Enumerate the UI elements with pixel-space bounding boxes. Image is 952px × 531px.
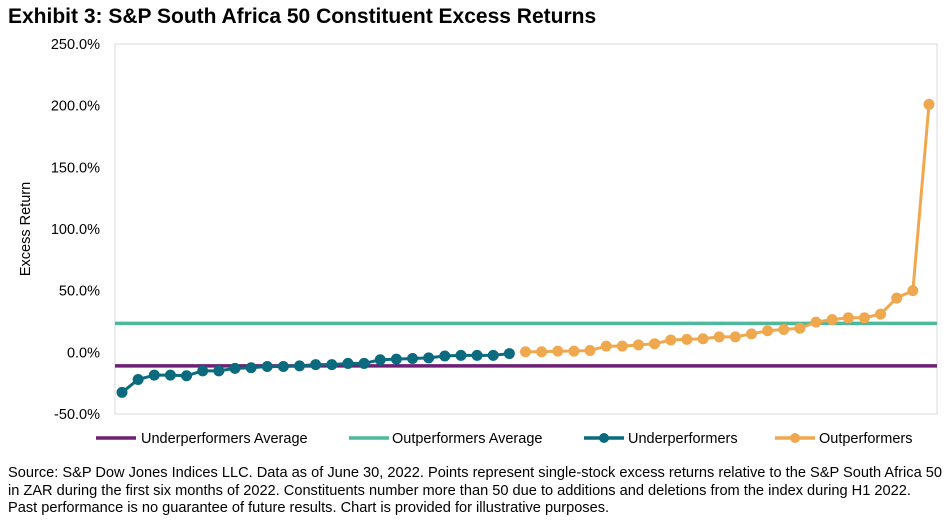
outperformers-point bbox=[584, 344, 596, 356]
legend-label: Underperformers bbox=[628, 431, 738, 447]
underperformers-point bbox=[148, 369, 160, 381]
underperformers-point bbox=[374, 354, 386, 366]
y-tick-label: 0.0% bbox=[67, 345, 100, 361]
underperformers-point bbox=[390, 353, 402, 365]
underperformers-point bbox=[181, 370, 193, 382]
outperformers-point bbox=[552, 345, 564, 357]
legend-outperformers: Outperformers bbox=[775, 431, 912, 447]
underperformers-point bbox=[213, 365, 225, 377]
outperformers-point bbox=[520, 346, 531, 358]
underperformers-point bbox=[310, 359, 322, 371]
underperformers-point bbox=[245, 362, 257, 374]
underperformers-point bbox=[229, 362, 241, 374]
outperformers-point bbox=[649, 338, 661, 350]
outperformers-point bbox=[697, 333, 709, 345]
outperformers-point bbox=[891, 292, 903, 304]
underperformers-point bbox=[407, 353, 419, 364]
underperformers-point bbox=[358, 357, 370, 369]
legend-label: Underperformers Average bbox=[141, 431, 308, 447]
legend-label: Outperformers bbox=[819, 431, 912, 447]
underperformers-point bbox=[326, 359, 338, 371]
underperformers-point bbox=[455, 349, 467, 361]
outperformers-point bbox=[665, 334, 677, 346]
outperformers-point bbox=[600, 340, 612, 352]
underperformers-point bbox=[294, 360, 306, 372]
underperformers-point bbox=[423, 352, 435, 364]
legend-underperformers: Underperformers bbox=[584, 431, 738, 447]
legend-marker bbox=[790, 433, 800, 443]
outperformers-point bbox=[794, 322, 806, 334]
outperformers-point bbox=[923, 98, 935, 110]
outperformers-point bbox=[536, 346, 548, 358]
legend-label: Outperformers Average bbox=[392, 431, 542, 447]
underperformers-point bbox=[342, 357, 354, 369]
chart-title: Exhibit 3: S&P South Africa 50 Constitue… bbox=[8, 5, 597, 28]
underperformers-point bbox=[471, 349, 483, 361]
underperformers-point bbox=[487, 349, 499, 361]
outperformers-point bbox=[875, 308, 887, 320]
legend-underperformers-average: Underperformers Average bbox=[96, 431, 308, 447]
underperformers-point bbox=[132, 373, 144, 385]
outperformers-point bbox=[778, 324, 790, 336]
legend-marker bbox=[599, 433, 609, 443]
y-tick-label: 50.0% bbox=[59, 284, 100, 300]
underperformers-point bbox=[164, 369, 176, 381]
outperformers-point bbox=[858, 312, 870, 324]
underperformers-point bbox=[116, 386, 128, 398]
underperformers-point bbox=[277, 361, 289, 373]
outperformers-point bbox=[745, 328, 757, 340]
outperformers-point bbox=[907, 285, 919, 297]
y-axis-label: Excess Return bbox=[18, 182, 34, 276]
outperformers-point bbox=[681, 333, 693, 345]
outperformers-point bbox=[762, 325, 774, 337]
outperformers-point bbox=[810, 316, 822, 328]
footnote: Source: S&P Dow Jones Indices LLC. Data … bbox=[8, 465, 942, 516]
outperformers-point bbox=[842, 312, 854, 324]
y-tick-label: 200.0% bbox=[51, 99, 100, 115]
underperformers-point bbox=[503, 348, 515, 360]
outperformers-point bbox=[616, 340, 628, 352]
outperformers-point bbox=[713, 331, 725, 343]
y-tick-label: 250.0% bbox=[51, 37, 100, 53]
y-tick-label: 100.0% bbox=[51, 222, 100, 238]
outperformers-point bbox=[568, 345, 580, 357]
underperformers-point bbox=[197, 365, 209, 377]
underperformers-point bbox=[261, 361, 273, 373]
plot-area bbox=[114, 43, 938, 415]
outperformers-point bbox=[729, 331, 741, 343]
underperformers-point bbox=[439, 350, 451, 362]
outperformers-point bbox=[632, 339, 644, 351]
y-tick-label: -50.0% bbox=[54, 407, 100, 423]
outperformers-point bbox=[826, 314, 838, 326]
y-tick-label: 150.0% bbox=[51, 160, 100, 176]
legend-outperformers-average: Outperformers Average bbox=[349, 431, 542, 447]
